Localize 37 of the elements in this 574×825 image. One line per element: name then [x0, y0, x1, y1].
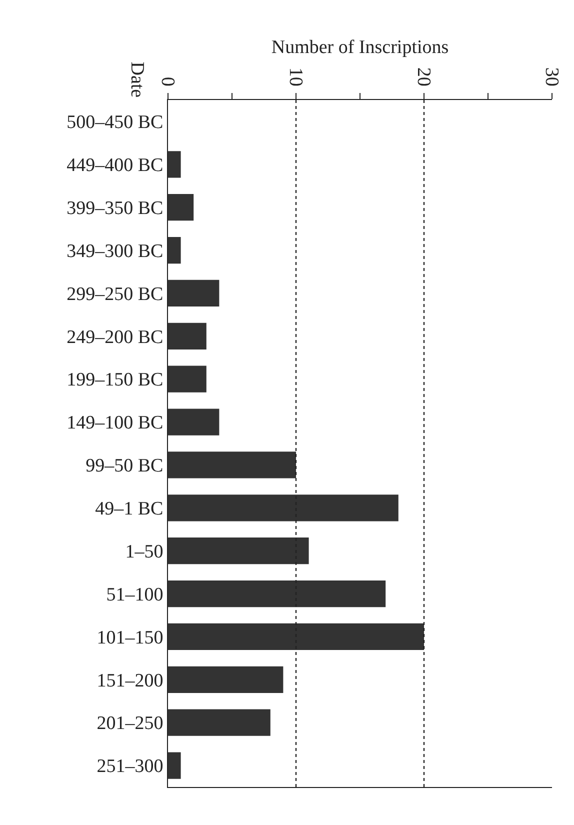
x-tick-label: 0 [156, 76, 178, 86]
x-tick-label: 10 [284, 67, 306, 86]
y-tick-label: 49–1 BC [95, 498, 164, 520]
y-axis-title: Date [126, 62, 148, 98]
x-tick-label: 30 [540, 67, 562, 86]
y-tick-label: 299–250 BC [66, 284, 164, 305]
x-axis-title: Number of Inscriptions [271, 37, 449, 58]
bar [168, 709, 270, 736]
y-tick-label: 449–400 BC [66, 155, 164, 176]
bar [168, 580, 386, 608]
bar [168, 366, 206, 392]
bar [168, 452, 296, 478]
bar [168, 623, 424, 650]
y-tick-label: 399–350 BC [66, 198, 164, 219]
y-tick-label: 151–200 [96, 670, 164, 692]
bar [168, 408, 220, 436]
bar [168, 236, 181, 264]
y-tick-label: 249–200 BC [66, 326, 164, 348]
x-tick-label: 20 [412, 67, 434, 86]
y-tick-label: 349–300 BC [66, 240, 164, 262]
bar [168, 752, 181, 779]
y-tick-label: 99–50 BC [86, 456, 164, 477]
y-tick-label: 101–150 [96, 627, 164, 648]
y-tick-label: 51–100 [106, 584, 164, 606]
y-tick-label: 149–100 BC [66, 412, 164, 434]
y-tick-label: 1–50 [125, 541, 164, 562]
bar [168, 280, 220, 307]
y-tick-label: 500–450 BC [66, 112, 164, 134]
bar [168, 666, 284, 693]
bar [168, 194, 194, 221]
bar [168, 538, 309, 564]
y-tick-label: 199–150 BC [66, 370, 164, 391]
bar [168, 494, 398, 522]
bar [168, 322, 206, 350]
y-tick-label: 251–300 [96, 756, 164, 778]
bar [168, 151, 181, 178]
y-tick-label: 201–250 [96, 713, 164, 734]
